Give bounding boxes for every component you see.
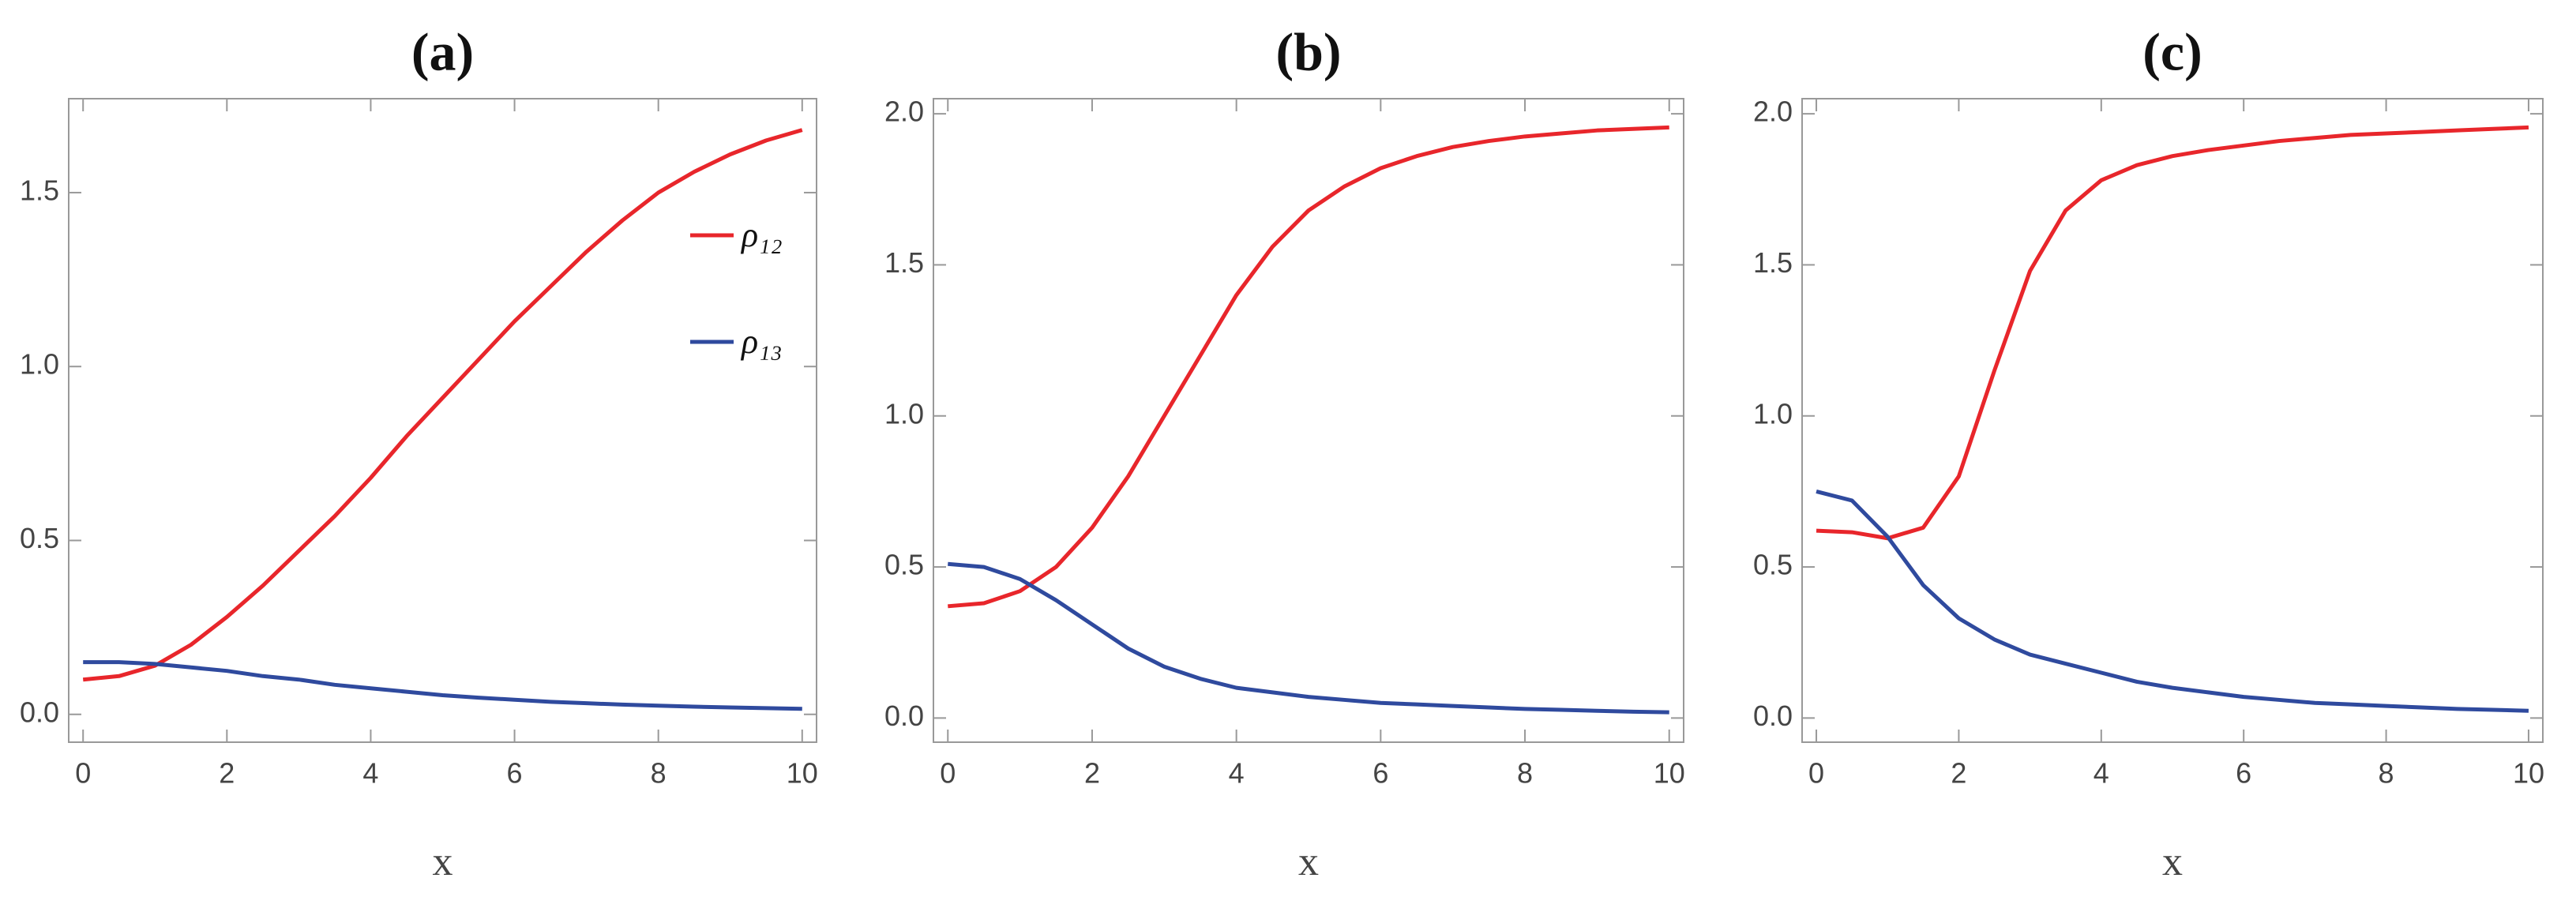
series-line [1816, 489, 2529, 713]
y-tick-label: 1.0 [884, 397, 924, 430]
series-line [948, 561, 1669, 715]
x-tick-label: 6 [1372, 757, 1388, 790]
y-tick-label: 1.0 [20, 348, 59, 381]
x-tick-label: 2 [1084, 757, 1100, 790]
series-line [83, 660, 802, 711]
x-axis-label: x [2162, 839, 2183, 884]
y-tick-label: 1.5 [1753, 246, 1793, 279]
series-line [948, 125, 1669, 609]
y-tick-label: 0.5 [1753, 549, 1793, 581]
x-tick-label: 4 [2093, 757, 2109, 790]
series-line [82, 128, 803, 682]
y-tick-label: 1.5 [20, 174, 59, 206]
x-axis-label: x [433, 839, 453, 884]
y-tick-label: 0.5 [884, 549, 924, 581]
plot-frame [1801, 98, 2544, 743]
y-tick-label: 2.0 [884, 96, 924, 128]
plot-frame [933, 98, 1684, 743]
chart-title: (a) [411, 22, 474, 82]
y-tick-label: 1.0 [1753, 397, 1793, 430]
y-tick-label: 0.0 [20, 696, 59, 728]
chart-title: (c) [2142, 22, 2202, 82]
x-tick-label: 10 [1654, 757, 1685, 790]
x-tick-label: 0 [75, 757, 91, 790]
y-tick-label: 2.0 [1753, 96, 1793, 128]
x-tick-label: 0 [1808, 757, 1824, 790]
x-tick-label: 8 [1517, 757, 1533, 790]
x-tick-label: 4 [1229, 757, 1245, 790]
x-tick-label: 4 [362, 757, 378, 790]
y-tick-label: 0.0 [1753, 700, 1793, 732]
plot-frame [68, 98, 817, 743]
x-tick-label: 2 [1951, 757, 1966, 790]
x-tick-label: 0 [940, 757, 956, 790]
x-tick-label: 6 [507, 757, 523, 790]
y-tick-label: 0.0 [884, 700, 924, 732]
x-axis-label: x [1298, 839, 1319, 884]
x-tick-label: 6 [2236, 757, 2251, 790]
x-tick-label: 10 [787, 757, 818, 790]
legend-label: ρ₁₃ [740, 322, 783, 361]
x-tick-label: 8 [651, 757, 667, 790]
x-tick-label: 8 [2379, 757, 2394, 790]
chart-title: (b) [1275, 22, 1341, 82]
y-tick-label: 0.5 [20, 522, 59, 554]
series-line [1816, 125, 2529, 541]
x-tick-label: 10 [2513, 757, 2544, 790]
legend-label: ρ₁₂ [740, 216, 783, 254]
y-tick-label: 1.5 [884, 246, 924, 279]
x-tick-label: 2 [219, 757, 235, 790]
